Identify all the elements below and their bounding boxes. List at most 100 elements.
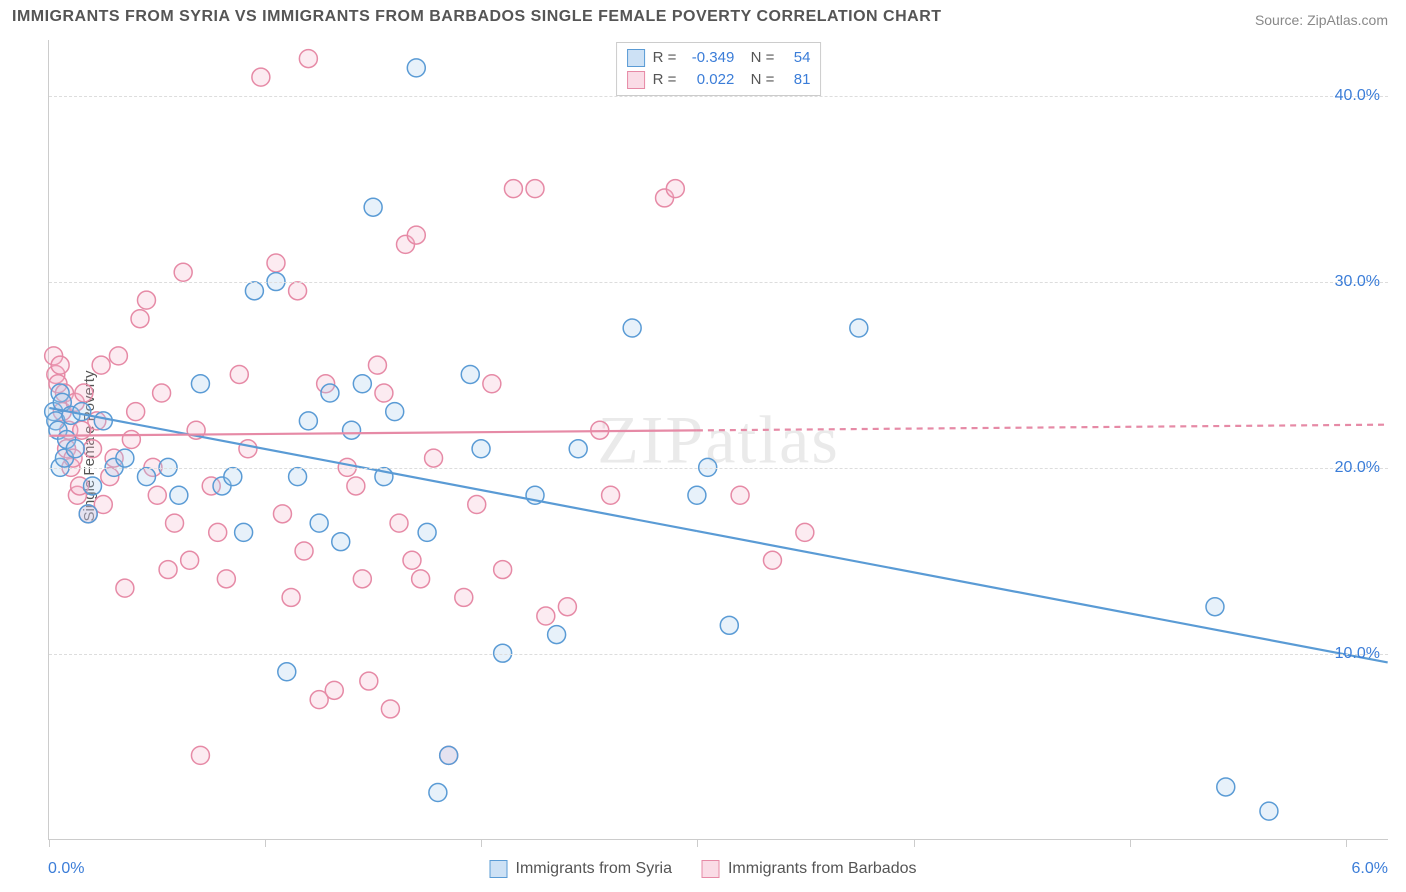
- x-tick: [265, 839, 266, 847]
- data-point-barbados: [558, 598, 576, 616]
- data-point-syria: [1206, 598, 1224, 616]
- data-point-syria: [299, 412, 317, 430]
- data-point-syria: [235, 523, 253, 541]
- data-point-barbados: [526, 180, 544, 198]
- data-point-syria: [332, 533, 350, 551]
- data-point-syria: [386, 403, 404, 421]
- legend-swatch-syria: [490, 860, 508, 878]
- data-point-barbados: [282, 588, 300, 606]
- data-point-barbados: [368, 356, 386, 374]
- x-tick: [914, 839, 915, 847]
- data-point-syria: [720, 616, 738, 634]
- legend-stat-row-syria: R =-0.349 N =54: [627, 47, 811, 69]
- data-point-syria: [461, 365, 479, 383]
- data-point-barbados: [92, 356, 110, 374]
- data-point-barbados: [425, 449, 443, 467]
- data-point-barbados: [347, 477, 365, 495]
- legend-r-value-barbados: 0.022: [684, 69, 734, 91]
- data-point-barbados: [602, 486, 620, 504]
- legend-label-barbados: Immigrants from Barbados: [728, 860, 917, 878]
- data-point-syria: [353, 375, 371, 393]
- data-point-syria: [191, 375, 209, 393]
- data-point-barbados: [360, 672, 378, 690]
- data-point-syria: [84, 477, 102, 495]
- legend-swatch-syria: [627, 49, 645, 67]
- scatter-plot-svg: [49, 40, 1388, 839]
- x-tick: [1130, 839, 1131, 847]
- legend-swatch-barbados: [702, 860, 720, 878]
- data-point-barbados: [116, 579, 134, 597]
- y-tick-label: 30.0%: [1335, 273, 1380, 291]
- data-point-syria: [407, 59, 425, 77]
- data-point-barbados: [122, 431, 140, 449]
- legend-n-value-barbados: 81: [782, 69, 810, 91]
- data-point-barbados: [494, 561, 512, 579]
- data-point-barbados: [174, 263, 192, 281]
- legend-r-value-syria: -0.349: [684, 47, 734, 69]
- data-point-syria: [137, 468, 155, 486]
- data-point-syria: [850, 319, 868, 337]
- data-point-syria: [440, 746, 458, 764]
- data-point-syria: [79, 505, 97, 523]
- data-point-syria: [224, 468, 242, 486]
- data-point-barbados: [353, 570, 371, 588]
- data-point-barbados: [191, 746, 209, 764]
- data-point-barbados: [267, 254, 285, 272]
- data-point-barbados: [230, 365, 248, 383]
- y-tick-label: 10.0%: [1335, 645, 1380, 663]
- data-point-barbados: [537, 607, 555, 625]
- data-point-syria: [94, 412, 112, 430]
- trend-line-ext-syria: [697, 531, 1388, 662]
- data-point-barbados: [468, 496, 486, 514]
- data-point-syria: [116, 449, 134, 467]
- data-point-barbados: [148, 486, 166, 504]
- legend-n-value-syria: 54: [782, 47, 810, 69]
- grid-line: [49, 654, 1388, 655]
- data-point-barbados: [217, 570, 235, 588]
- data-point-syria: [472, 440, 490, 458]
- data-point-barbados: [325, 681, 343, 699]
- data-point-barbados: [483, 375, 501, 393]
- chart-title: IMMIGRANTS FROM SYRIA VS IMMIGRANTS FROM…: [12, 8, 942, 26]
- data-point-barbados: [504, 180, 522, 198]
- data-point-barbados: [75, 384, 93, 402]
- data-point-syria: [364, 198, 382, 216]
- grid-line: [49, 96, 1388, 97]
- x-tick: [481, 839, 482, 847]
- data-point-syria: [1260, 802, 1278, 820]
- data-point-syria: [310, 514, 328, 532]
- data-point-barbados: [239, 440, 257, 458]
- source-attribution: Source: ZipAtlas.com: [1255, 12, 1388, 28]
- data-point-barbados: [390, 514, 408, 532]
- series-legend: Immigrants from Syria Immigrants from Bar…: [490, 860, 917, 878]
- data-point-barbados: [763, 551, 781, 569]
- x-tick: [697, 839, 698, 847]
- grid-line: [49, 282, 1388, 283]
- y-tick-label: 20.0%: [1335, 459, 1380, 477]
- correlation-legend: R =-0.349 N =54R =0.022 N =81: [616, 42, 822, 96]
- data-point-barbados: [166, 514, 184, 532]
- legend-r-label: R =: [653, 47, 677, 69]
- data-point-barbados: [273, 505, 291, 523]
- legend-item-barbados: Immigrants from Barbados: [702, 860, 917, 878]
- data-point-syria: [245, 282, 263, 300]
- data-point-syria: [569, 440, 587, 458]
- data-point-syria: [418, 523, 436, 541]
- data-point-barbados: [796, 523, 814, 541]
- data-point-barbados: [153, 384, 171, 402]
- data-point-barbados: [375, 384, 393, 402]
- data-point-syria: [73, 403, 91, 421]
- data-point-barbados: [181, 551, 199, 569]
- data-point-barbados: [289, 282, 307, 300]
- data-point-syria: [170, 486, 188, 504]
- data-point-barbados: [84, 440, 102, 458]
- data-point-syria: [548, 626, 566, 644]
- data-point-barbados: [412, 570, 430, 588]
- data-point-barbados: [127, 403, 145, 421]
- x-tick: [1346, 839, 1347, 847]
- data-point-syria: [623, 319, 641, 337]
- data-point-barbados: [731, 486, 749, 504]
- legend-label-syria: Immigrants from Syria: [516, 860, 672, 878]
- y-tick-label: 40.0%: [1335, 87, 1380, 105]
- data-point-barbados: [137, 291, 155, 309]
